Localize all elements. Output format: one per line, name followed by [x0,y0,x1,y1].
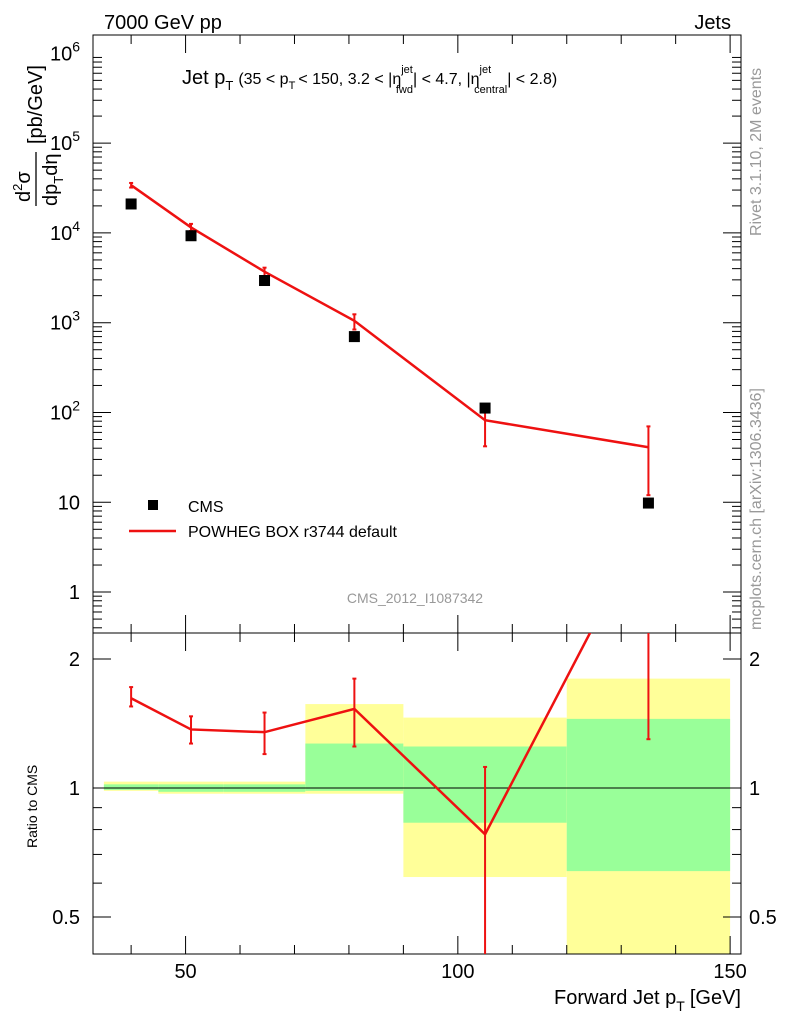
y-tick-label-main-5: 105 [50,128,80,155]
x-tick-label-50: 50 [174,961,196,983]
y-tick-label-base-5: 10 [50,133,72,155]
y-tick-label-exp-6: 6 [72,38,80,54]
plot-title-range-sub: T [289,80,296,92]
x-axis-title: Forward Jet pT [GeV] [554,987,741,1014]
cms-point-1 [185,230,197,242]
main-panel-frame [92,34,742,634]
plot-title-range4: | < 2.8) [507,71,557,88]
y-tick-label-ratio-left-1: 1 [69,778,80,800]
cms-point-5 [642,497,654,509]
ratio-band-inner-5 [566,718,731,872]
ratio-band-inner-0 [103,784,159,790]
mc-line-ratio [130,633,592,837]
analysis-watermark: CMS_2012_I1087342 [347,590,483,606]
y-tick-label-main-4: 104 [50,218,80,245]
x-tick-label-100: 100 [441,961,474,983]
y-tick-label-ratio-right-1: 1 [749,778,760,800]
plot-title-range3: | < 4.7, |η [413,71,480,88]
x-tick-label-150: 150 [713,961,746,983]
y-tick-label-exp-3: 3 [72,308,80,324]
y-tick-label-main-1: 10 [58,492,80,514]
y-title-den-sub: T [51,176,66,184]
legend-label-data: CMS [188,499,224,516]
y-title-num-sup: 2 [10,184,25,191]
y-tick-label-main-6: 106 [50,38,80,65]
y-title-num: d [13,191,35,202]
y-tick-label-ratio-right-2: 2 [749,649,760,671]
ratio-bands [103,678,731,954]
svg-text:d2σ: d2σ [10,171,35,202]
cms-point-4 [479,402,491,414]
plot-title-main-sub: T [225,78,233,93]
y-axis-title-main: d2σ dpTdη [pb/GeV] [10,65,66,206]
x-title-sub: T [676,998,685,1014]
y-tick-label-main-2: 102 [50,397,80,424]
plot-title-fwd-sub: fwd [396,84,413,96]
plot-title-main: Jet p [182,67,225,89]
y-title-unit: [pb/GeV] [25,65,47,144]
ratio-series [129,633,651,954]
y-axis-title-ratio: Ratio to CMS [24,765,40,848]
y-tick-label-ratio-right-0.5: 0.5 [749,907,777,929]
y-tick-label-base-4: 10 [50,223,72,245]
plot-title-fwd-sup: jet [400,64,413,76]
header-right: Jets [694,12,731,34]
legend-label-mc: POWHEG BOX r3744 default [188,524,398,541]
plot-title-range2: < 150, 3.2 < |η [298,71,401,88]
y-tick-label-exp-2: 2 [72,397,80,413]
y-tick-label-base-3: 10 [50,313,72,335]
plot-title-range: (35 < p [238,71,288,88]
plot-title-central-sub: central [474,84,507,96]
ratio-panel-frame [92,632,742,955]
x-title-unit: [GeV] [690,987,741,1009]
legend-marker-data [148,500,158,510]
x-title-main: Forward Jet p [554,987,676,1009]
y-tick-label-base-6: 10 [50,43,72,65]
y-tick-label-ratio-left-0.5: 0.5 [52,907,80,929]
y-tick-label-ratio-left-2: 2 [69,649,80,671]
series-layer [125,181,654,954]
svg-text:dpTdη: dpTdη [40,154,66,206]
rivet-label: Rivet 3.1.10, 2M events [748,68,765,236]
y-tick-label-base-2: 10 [50,402,72,424]
cms-point-0 [125,198,137,210]
header-left: 7000 GeV pp [104,12,222,34]
y-tick-label-main-3: 103 [50,308,80,335]
plot-title-central-sup: jet [479,64,492,76]
y-title-den2: dη [40,154,62,176]
y-tick-label-exp-4: 4 [72,218,80,234]
y-tick-label-exp-5: 5 [72,128,80,144]
mc-line-main [130,184,649,449]
cms-point-3 [348,331,360,343]
plot-title: Jet pT (35 < pT < 150, 3.2 < |ηjet fwd| < 4… [182,64,557,96]
ratio-band-inner-3 [305,743,404,791]
y-title-den: dp [40,184,62,206]
cms-point-2 [259,275,271,287]
y-tick-label-main-0: 1 [69,582,80,604]
mcplots-label: mcplots.cern.ch [arXiv:1306.3436] [748,388,765,630]
y-title-sigma: σ [13,171,35,184]
